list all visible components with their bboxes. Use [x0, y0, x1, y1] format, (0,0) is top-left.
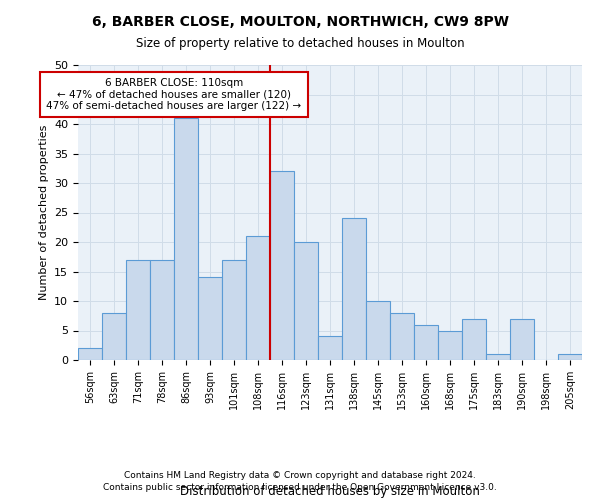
Bar [366, 301, 390, 360]
Text: Contains public sector information licensed under the Open Government Licence v3: Contains public sector information licen… [103, 484, 497, 492]
Bar [558, 354, 582, 360]
Bar [438, 330, 462, 360]
Text: 6 BARBER CLOSE: 110sqm
← 47% of detached houses are smaller (120)
47% of semi-de: 6 BARBER CLOSE: 110sqm ← 47% of detached… [46, 78, 302, 111]
Bar [486, 354, 510, 360]
Text: 6, BARBER CLOSE, MOULTON, NORTHWICH, CW9 8PW: 6, BARBER CLOSE, MOULTON, NORTHWICH, CW9… [91, 15, 509, 29]
Bar [342, 218, 366, 360]
Bar [510, 318, 534, 360]
Bar [126, 260, 150, 360]
Bar [414, 324, 438, 360]
Text: Size of property relative to detached houses in Moulton: Size of property relative to detached ho… [136, 38, 464, 51]
Bar [198, 278, 222, 360]
Bar [246, 236, 270, 360]
Bar [222, 260, 246, 360]
Bar [102, 313, 126, 360]
Y-axis label: Number of detached properties: Number of detached properties [38, 125, 49, 300]
Bar [462, 318, 486, 360]
X-axis label: Distribution of detached houses by size in Moulton: Distribution of detached houses by size … [180, 486, 480, 498]
Bar [174, 118, 198, 360]
Bar [270, 171, 294, 360]
Bar [78, 348, 102, 360]
Bar [390, 313, 414, 360]
Bar [294, 242, 318, 360]
Bar [150, 260, 174, 360]
Bar [318, 336, 342, 360]
Text: Contains HM Land Registry data © Crown copyright and database right 2024.: Contains HM Land Registry data © Crown c… [124, 471, 476, 480]
